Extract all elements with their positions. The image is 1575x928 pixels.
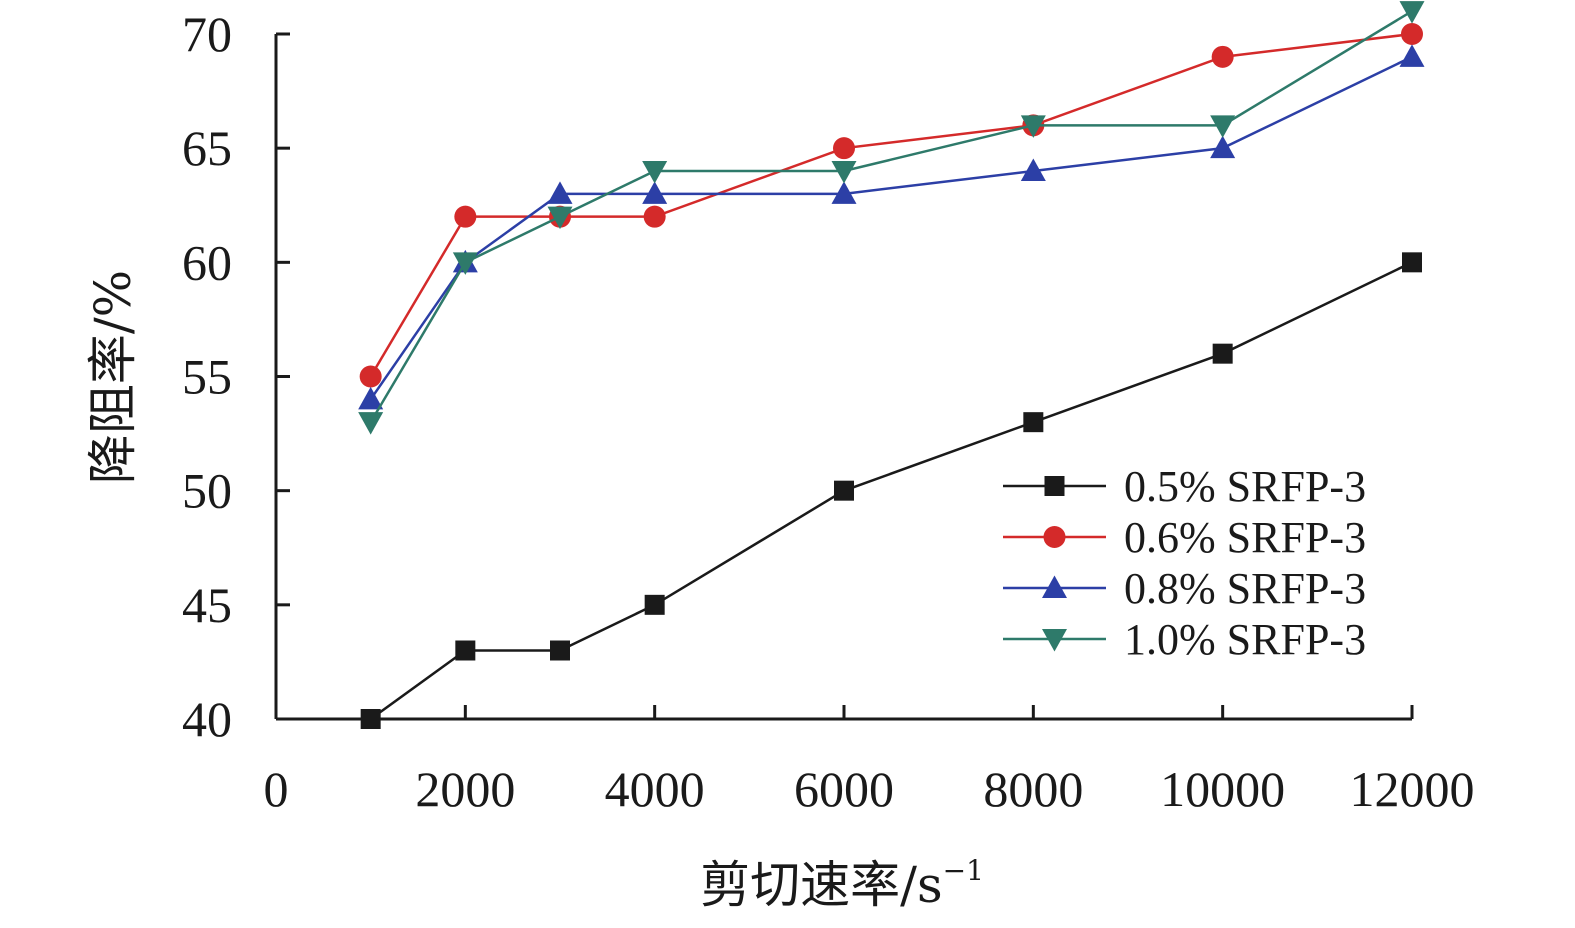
legend-item: 0.8% SRFP-3 bbox=[1003, 564, 1366, 613]
y-axis-title: 降阻率/% bbox=[84, 270, 142, 484]
data-point-marker bbox=[1399, 44, 1425, 67]
data-point-marker bbox=[1401, 23, 1423, 45]
data-point-marker bbox=[547, 181, 573, 204]
x-axis-title-superscript: −1 bbox=[943, 854, 984, 887]
data-point-marker bbox=[547, 206, 573, 230]
x-axis-title: 剪切速率/s−1 bbox=[700, 854, 984, 914]
legend-label: 1.0% SRFP-3 bbox=[1124, 615, 1366, 664]
x-tick-label: 12000 bbox=[1350, 761, 1475, 817]
y-tick-label: 70 bbox=[182, 6, 232, 62]
data-point-marker bbox=[454, 205, 477, 228]
x-axis-title-text: 剪切速率/s bbox=[700, 856, 943, 914]
y-tick-label: 65 bbox=[182, 120, 232, 176]
legend-label: 0.5% SRFP-3 bbox=[1124, 462, 1366, 511]
data-point-marker bbox=[833, 137, 855, 160]
data-point-marker bbox=[642, 181, 668, 204]
data-point-marker bbox=[358, 412, 384, 435]
legend-label: 0.6% SRFP-3 bbox=[1124, 513, 1366, 562]
series-line bbox=[369, 261, 1413, 721]
data-point-marker bbox=[1042, 575, 1067, 598]
data-point-marker bbox=[1210, 135, 1236, 159]
data-point-marker bbox=[1402, 252, 1422, 273]
data-point-marker bbox=[360, 709, 381, 729]
y-tick-label: 40 bbox=[182, 691, 232, 747]
data-point-marker bbox=[1020, 115, 1046, 138]
data-point-marker bbox=[643, 205, 666, 228]
legend-item: 0.5% SRFP-3 bbox=[1003, 462, 1366, 511]
data-point-marker bbox=[1212, 343, 1233, 364]
data-point-marker bbox=[1042, 629, 1067, 652]
data-point-marker bbox=[1043, 526, 1066, 548]
data-point-marker bbox=[831, 181, 857, 204]
data-point-marker bbox=[455, 640, 476, 661]
x-tick-label: 10000 bbox=[1160, 761, 1285, 817]
data-point-marker bbox=[1210, 115, 1236, 138]
data-point-marker bbox=[1211, 45, 1234, 68]
data-point-marker bbox=[1044, 476, 1065, 496]
series-group-1 bbox=[360, 252, 1422, 729]
data-point-marker bbox=[1023, 412, 1044, 433]
x-tick-label: 0 bbox=[264, 761, 289, 817]
data-point-marker bbox=[831, 161, 857, 184]
y-tick-label: 50 bbox=[182, 463, 232, 519]
x-tick-label: 4000 bbox=[605, 761, 705, 817]
y-tick-label: 45 bbox=[182, 577, 232, 633]
ticks: 40 45 50 55 60 65 70 0 2000 4000 6000 8000 10000 1200… bbox=[182, 6, 1475, 817]
data-point-marker bbox=[358, 386, 384, 410]
series-line bbox=[369, 32, 1413, 378]
data-point-marker bbox=[359, 365, 382, 388]
data-point-marker bbox=[834, 480, 854, 501]
series-line bbox=[369, 10, 1413, 423]
data-point-marker bbox=[452, 252, 478, 275]
data-point-marker bbox=[1399, 1, 1425, 24]
data-point-marker bbox=[644, 594, 665, 615]
data-point-marker bbox=[1020, 158, 1046, 181]
x-tick-label: 8000 bbox=[983, 761, 1083, 817]
y-tick-label: 60 bbox=[182, 234, 232, 290]
legend: 0.5% SRFP-30.6% SRFP-30.8% SRFP-31.0% SR… bbox=[1003, 462, 1366, 664]
x-tick-label: 6000 bbox=[794, 761, 894, 817]
x-tick-label: 2000 bbox=[415, 761, 515, 817]
legend-item: 0.6% SRFP-3 bbox=[1003, 513, 1366, 562]
legend-label: 0.8% SRFP-3 bbox=[1124, 564, 1366, 613]
data-point-marker bbox=[550, 640, 570, 661]
series-line bbox=[369, 55, 1413, 401]
legend-item: 1.0% SRFP-3 bbox=[1003, 615, 1366, 664]
y-tick-label: 55 bbox=[182, 349, 232, 405]
series-group bbox=[358, 1, 1425, 729]
data-point-marker bbox=[642, 161, 668, 184]
series-group-4 bbox=[358, 1, 1425, 435]
